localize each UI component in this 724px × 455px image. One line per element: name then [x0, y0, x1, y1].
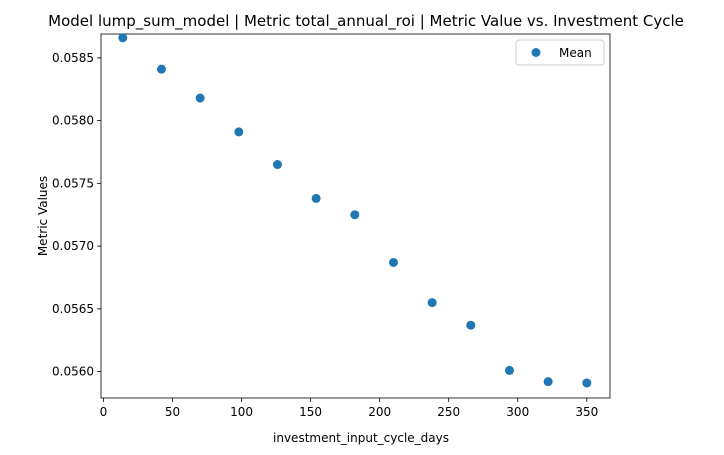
data-point: [118, 33, 128, 43]
y-tick-label: 0.0570: [52, 239, 94, 253]
data-point: [195, 93, 205, 103]
y-axis: 0.0560 0.0565 0.0570 0.0575 0.0580 0.0585: [52, 51, 101, 379]
data-point: [582, 378, 592, 388]
x-tick-label: 250: [437, 405, 460, 419]
data-point: [234, 127, 244, 137]
y-tick-label: 0.0560: [52, 365, 94, 379]
x-tick-label: 350: [575, 405, 598, 419]
data-point: [427, 298, 437, 308]
legend-label-mean: Mean: [559, 46, 592, 60]
x-axis: 0 50 100 150 200 250 300 350: [100, 398, 598, 419]
y-tick-label: 0.0585: [52, 51, 94, 65]
plot-frame: [100, 33, 611, 399]
data-point: [156, 64, 166, 74]
data-point: [466, 320, 476, 330]
y-tick-label: 0.0565: [52, 302, 94, 316]
x-tick-label: 300: [506, 405, 529, 419]
x-axis-label: investment_input_cycle_days: [273, 431, 449, 445]
x-tick-label: 0: [100, 405, 108, 419]
data-point: [388, 257, 398, 267]
data-point: [543, 377, 553, 387]
x-tick-label: 50: [165, 405, 180, 419]
x-tick-label: 150: [299, 405, 322, 419]
data-point: [504, 365, 514, 375]
y-axis-label: Metric Values: [36, 176, 50, 256]
legend: Mean: [515, 39, 605, 66]
plot-area: [100, 33, 611, 399]
y-tick-label: 0.0575: [52, 176, 94, 190]
y-tick-label: 0.0580: [52, 114, 94, 128]
chart-title: Model lump_sum_model | Metric total_annu…: [48, 12, 684, 31]
scatter-series-mean: [118, 33, 592, 388]
legend-marker-mean: [531, 48, 541, 57]
x-tick-label: 200: [368, 405, 391, 419]
data-point: [272, 160, 282, 170]
data-point: [311, 193, 321, 203]
x-tick-label: 100: [230, 405, 253, 419]
legend-frame: [515, 39, 605, 66]
data-point: [350, 210, 360, 220]
